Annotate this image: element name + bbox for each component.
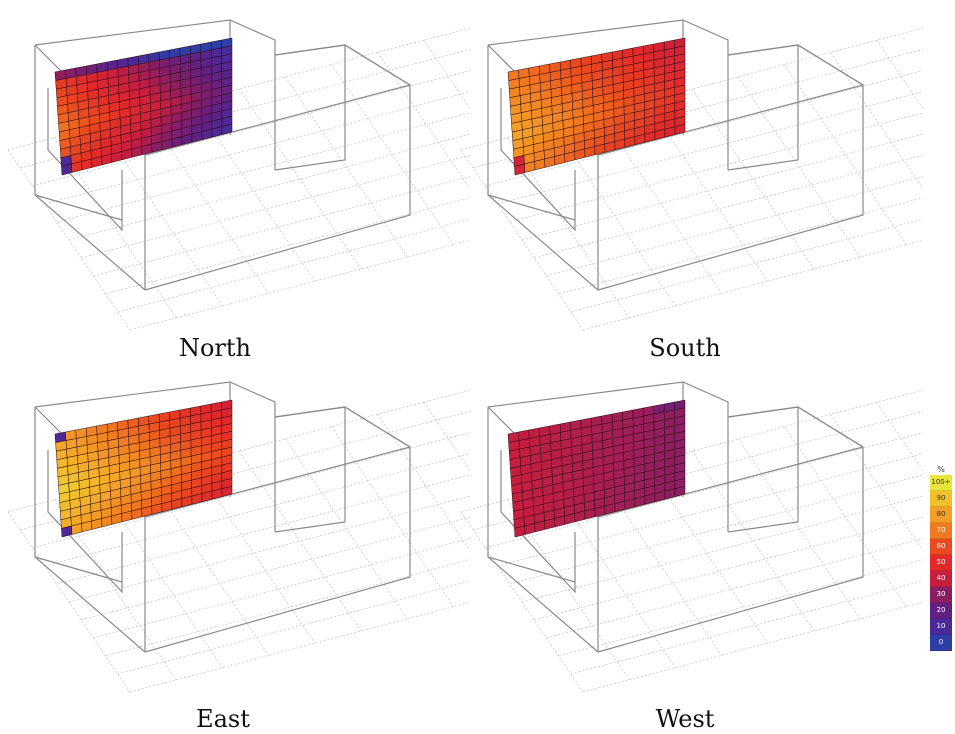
legend-cells: 100+ 90 80 70 60 50 40 30 20 10 0 xyxy=(930,475,952,651)
legend-item-40: 40 xyxy=(930,571,952,587)
color-scale-legend: % 100+ 90 80 70 60 50 40 30 20 10 0 xyxy=(930,464,952,651)
grid-cell xyxy=(221,123,233,135)
legend-item-30: 30 xyxy=(930,587,952,603)
legend-item-0: 0 xyxy=(930,635,952,651)
room-model-south xyxy=(460,19,923,331)
legend-item-20: 20 xyxy=(930,603,952,619)
panel-north: North xyxy=(0,0,470,367)
legend-item-50: 50 xyxy=(930,555,952,571)
illuminance-grid xyxy=(507,37,686,176)
legend-unit: % xyxy=(937,465,945,474)
caption-east: East xyxy=(196,705,250,733)
legend-item-60: 60 xyxy=(930,539,952,555)
grid-cell xyxy=(221,485,233,497)
panel-east: East xyxy=(0,362,470,733)
grid-cell xyxy=(674,123,686,135)
room-model-west xyxy=(460,381,923,693)
caption-south: South xyxy=(649,334,721,362)
grid-cell xyxy=(674,485,686,497)
room-outline xyxy=(487,19,864,291)
caption-north: North xyxy=(178,334,252,362)
legend-item-90: 90 xyxy=(930,491,952,507)
legend-item-80: 80 xyxy=(930,507,952,523)
panel-west: West xyxy=(453,362,923,733)
room-model-east xyxy=(7,381,470,693)
legend-item-100plus: 100+ xyxy=(930,475,952,491)
illuminance-grid xyxy=(507,399,686,538)
caption-west: West xyxy=(655,705,715,733)
room-model-north xyxy=(7,19,470,331)
illuminance-grid xyxy=(54,399,233,538)
legend-item-70: 70 xyxy=(930,523,952,539)
illuminance-grid xyxy=(54,37,233,176)
legend-item-10: 10 xyxy=(930,619,952,635)
panel-south: South xyxy=(453,0,923,367)
